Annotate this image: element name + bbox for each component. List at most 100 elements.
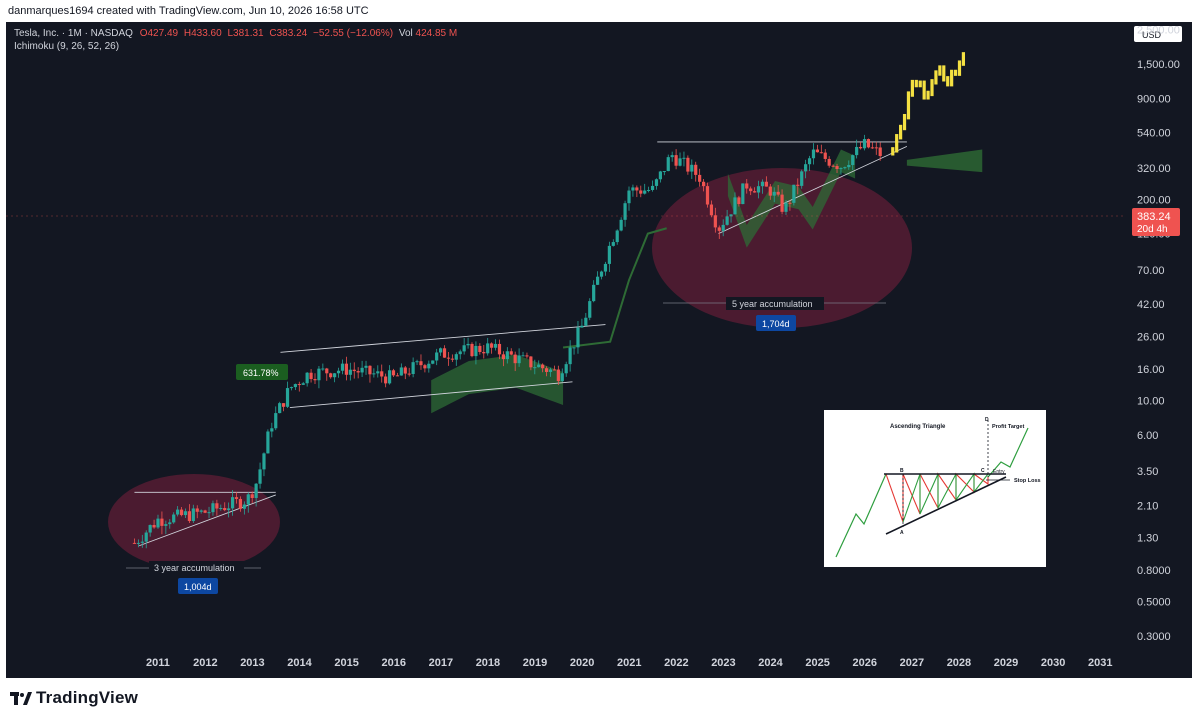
candle-body [568, 347, 572, 365]
candle-body [384, 376, 388, 384]
candle-body [843, 167, 847, 169]
candle-body [348, 369, 352, 375]
candle-body [639, 190, 643, 194]
candle-body [282, 403, 286, 407]
acc1-days: 1,004d [184, 582, 212, 592]
candle-body [513, 354, 517, 364]
chart-svg[interactable]: Tesla, Inc. · 1M · NASDAQ O427.49 H433.6… [6, 0, 1192, 678]
y-tick-label: 0.3000 [1137, 631, 1171, 643]
candle-body [227, 508, 231, 511]
inset-uptrend [835, 473, 887, 558]
y-tick-label: 200.00 [1137, 194, 1171, 206]
candle-body [866, 139, 871, 148]
candle-body [607, 245, 611, 264]
x-tick-label: 2030 [1041, 657, 1065, 669]
candle-body [556, 369, 560, 382]
candle-body [462, 345, 466, 352]
candle-body [694, 164, 698, 175]
x-tick-label: 2015 [334, 657, 358, 669]
candle-body [772, 191, 776, 196]
ichimoku-span-line [562, 227, 667, 349]
candle-body [439, 348, 443, 353]
tradingview-brand: TradingView [36, 688, 139, 707]
candle-body [274, 413, 278, 429]
candle-body [230, 497, 235, 509]
svg-text:Tesla, Inc. · 1M · NASDAQ: Tesla, Inc. · 1M · NASDAQ O427.49 H433.6… [14, 28, 457, 39]
accumulation-ellipse-1 [108, 474, 280, 570]
x-tick-label: 2029 [994, 657, 1018, 669]
candle-body [215, 503, 219, 509]
candle-body [387, 370, 392, 384]
candle-body [733, 197, 737, 215]
candle-body [729, 214, 733, 217]
x-tick-label: 2027 [900, 657, 924, 669]
candle-body [690, 164, 694, 172]
candle-body [517, 355, 521, 364]
last-price-badge [1132, 208, 1180, 236]
ichimoku-cloud-1 [431, 354, 564, 414]
candle-body [199, 510, 203, 512]
candle-body [835, 166, 839, 169]
candle-body [686, 157, 690, 172]
candle-body [474, 345, 478, 357]
candle-body [368, 365, 372, 375]
y-tick-label: 42.00 [1137, 299, 1165, 311]
candle-body [140, 541, 144, 543]
candle-body [823, 152, 827, 159]
candle-body [254, 483, 258, 498]
currency-label: USD [1142, 30, 1162, 40]
credit-text: danmarques1694 created with TradingView.… [8, 5, 369, 17]
candle-body [289, 387, 294, 389]
projection-candle [950, 69, 954, 87]
inset-background [824, 410, 1046, 567]
candle-body [301, 383, 305, 385]
y-tick-label: 26.00 [1137, 331, 1165, 343]
candle-body [411, 362, 415, 374]
candle-body [179, 509, 184, 516]
candle-body [862, 139, 867, 149]
price-chart[interactable]: Tesla, Inc. · 1M · NASDAQ O427.49 H433.6… [6, 0, 1192, 678]
candle-body [132, 542, 137, 544]
candle-body [211, 503, 215, 513]
candle-body [238, 498, 243, 509]
candle-body [333, 373, 337, 378]
currency-box[interactable] [1134, 26, 1182, 42]
y-tick-label: 1.30 [1137, 533, 1158, 545]
y-tick-label: 320.00 [1137, 163, 1171, 175]
candle-body [533, 367, 537, 369]
candle-body [643, 190, 647, 194]
tradingview-logo[interactable]: TradingView [10, 688, 138, 708]
candle-body [270, 428, 274, 432]
acc1-days-badge [178, 578, 218, 594]
y-tick-label: 900.00 [1137, 93, 1171, 105]
candle-body [372, 373, 376, 375]
candle-body [195, 508, 199, 512]
candle-body [352, 369, 356, 372]
candle-body [497, 343, 502, 355]
y-tick-label: 540.00 [1137, 128, 1171, 140]
candle-body [701, 181, 706, 187]
x-tick-label: 2031 [1088, 657, 1112, 669]
candle-body [415, 361, 419, 363]
candle-body [584, 317, 588, 326]
x-tick-label: 2021 [617, 657, 641, 669]
candle-body [870, 147, 874, 149]
acc2-days-badge [756, 315, 796, 331]
candle-body [486, 343, 490, 354]
candle-body [745, 183, 749, 189]
acc2-label: 5 year accumulation [732, 299, 813, 309]
candle-body [749, 188, 753, 192]
candle-body [878, 147, 882, 157]
x-tick-label: 2026 [853, 657, 877, 669]
candle-body [207, 512, 211, 514]
candle-body [552, 369, 557, 371]
inset-entry: Entry [993, 469, 1005, 475]
candle-body [619, 219, 623, 231]
candle-body [219, 508, 223, 510]
candle-body [493, 343, 498, 348]
x-tick-label: 2019 [523, 657, 547, 669]
legend-low: L381.31 [227, 28, 264, 39]
candle-body [705, 186, 710, 205]
legend-vol-value: 424.85 M [416, 28, 458, 39]
projection-candle [961, 52, 966, 66]
